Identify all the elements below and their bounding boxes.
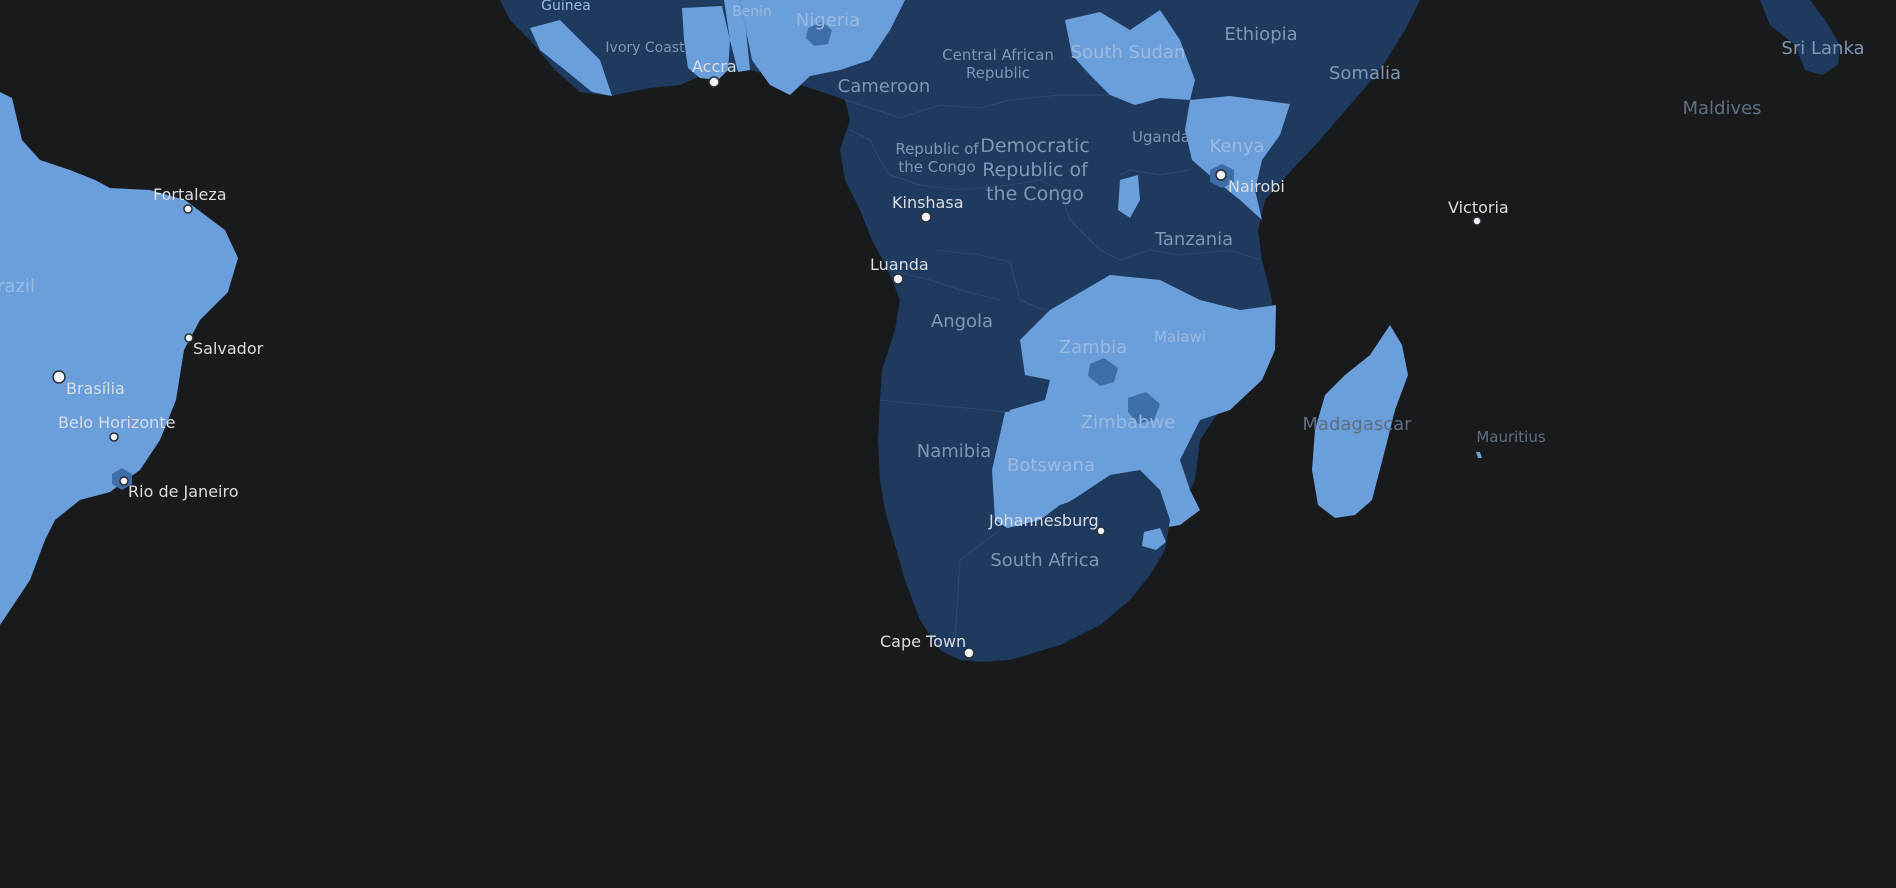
label-car-1: Central African: [942, 46, 1054, 64]
label-malawi: Malawi: [1154, 328, 1206, 346]
label-mauritius: Mauritius: [1476, 428, 1546, 446]
label-botswana: Botswana: [1007, 455, 1095, 476]
mauritius-shape: [1476, 452, 1482, 458]
label-guinea: Guinea: [541, 0, 591, 14]
city-label-salvador[interactable]: Salvador: [193, 339, 264, 358]
zimbabwe-mark: [1128, 392, 1160, 424]
brazil-shape[interactable]: [0, 92, 238, 625]
capital-ring-nairobi: [1218, 172, 1225, 179]
label-roc-1: Republic of: [895, 140, 979, 158]
label-car-2: Republic: [966, 64, 1030, 82]
west-africa-light: [530, 20, 612, 96]
label-uganda: Uganda: [1132, 128, 1190, 146]
city-label-kinshasa[interactable]: Kinshasa: [892, 193, 964, 212]
label-ethiopia: Ethiopia: [1224, 24, 1297, 45]
label-south-sudan: South Sudan: [1071, 42, 1186, 63]
city-label-belo-horizonte[interactable]: Belo Horizonte: [58, 413, 175, 432]
label-benin: Benin: [732, 4, 772, 20]
label-south-africa: South Africa: [990, 550, 1099, 571]
city-marker-nairobi[interactable]: [1215, 169, 1227, 181]
label-drc-3: the Congo: [986, 183, 1084, 205]
madagascar-shape[interactable]: [1312, 325, 1408, 518]
nigeria-mark: [806, 22, 832, 46]
eswatini-shape: [1142, 528, 1166, 550]
kenya-shape: [1185, 96, 1290, 220]
label-zimbabwe: Zimbabwe: [1081, 412, 1176, 433]
label-somalia: Somalia: [1329, 63, 1401, 84]
capital-ring-kinshasa: [922, 214, 929, 221]
city-label-nairobi[interactable]: Nairobi: [1228, 177, 1285, 196]
city-marker-salvador[interactable]: [184, 333, 194, 343]
city-marker-fortaleza[interactable]: [183, 204, 193, 214]
label-kenya: Kenya: [1209, 136, 1264, 157]
label-brazil: razil: [0, 276, 35, 297]
city-label-accra[interactable]: Accra: [692, 57, 737, 76]
label-sri-lanka: Sri Lanka: [1781, 38, 1864, 59]
city-marker-cape-town[interactable]: [963, 647, 975, 659]
capital-ring-brasilia: [55, 373, 63, 381]
capital-ring-accra: [710, 79, 717, 86]
city-label-luanda[interactable]: Luanda: [870, 255, 929, 274]
ghana-shape: [682, 6, 730, 80]
label-angola: Angola: [931, 311, 993, 332]
label-madagascar: Madagascar: [1302, 414, 1412, 435]
capital-ring-luanda: [894, 275, 901, 282]
togo-benin-shape: [724, 0, 750, 72]
city-marker-belo-horizonte[interactable]: [109, 432, 119, 442]
city-label-victoria[interactable]: Victoria: [1448, 198, 1509, 217]
city-marker-rio-de-janeiro[interactable]: [119, 476, 129, 486]
label-drc-1: Democratic: [980, 135, 1090, 157]
city-label-johannesburg[interactable]: Johannesburg: [988, 511, 1099, 530]
south-sudan-shape: [1065, 10, 1195, 105]
label-zambia: Zambia: [1059, 337, 1127, 358]
capital-ring-cape-town: [965, 649, 972, 656]
city-marker-luanda[interactable]: [892, 273, 904, 285]
city-label-brasilia[interactable]: Brasília: [66, 379, 125, 398]
city-label-fortaleza[interactable]: Fortaleza: [153, 185, 227, 204]
nigeria-shape: [740, 0, 905, 95]
city-label-cape-town[interactable]: Cape Town: [880, 632, 966, 651]
label-roc-2: the Congo: [898, 158, 975, 176]
label-drc-2: Republic of: [982, 159, 1089, 181]
label-cameroon: Cameroon: [838, 76, 931, 97]
city-marker-accra[interactable]: [708, 76, 720, 88]
city-label-rio-de-janeiro[interactable]: Rio de Janeiro: [128, 482, 239, 501]
label-nigeria: Nigeria: [796, 10, 860, 31]
south-africa-shape: [950, 470, 1170, 662]
city-marker-brasilia[interactable]: [52, 370, 66, 384]
city-marker-kinshasa[interactable]: [920, 211, 932, 223]
africa-shape[interactable]: [500, 0, 1420, 662]
label-namibia: Namibia: [917, 441, 992, 462]
label-ivory-coast: Ivory Coast: [605, 40, 685, 56]
zambia-mark: [1088, 358, 1118, 386]
sri-lanka-shape[interactable]: [1760, 0, 1840, 75]
city-marker-johannesburg[interactable]: [1096, 526, 1106, 536]
label-tanzania: Tanzania: [1154, 229, 1233, 250]
city-marker-victoria[interactable]: [1472, 216, 1482, 226]
rwanda-shape: [1118, 175, 1140, 218]
country-borders: [844, 94, 1261, 641]
label-maldives: Maldives: [1682, 98, 1761, 119]
